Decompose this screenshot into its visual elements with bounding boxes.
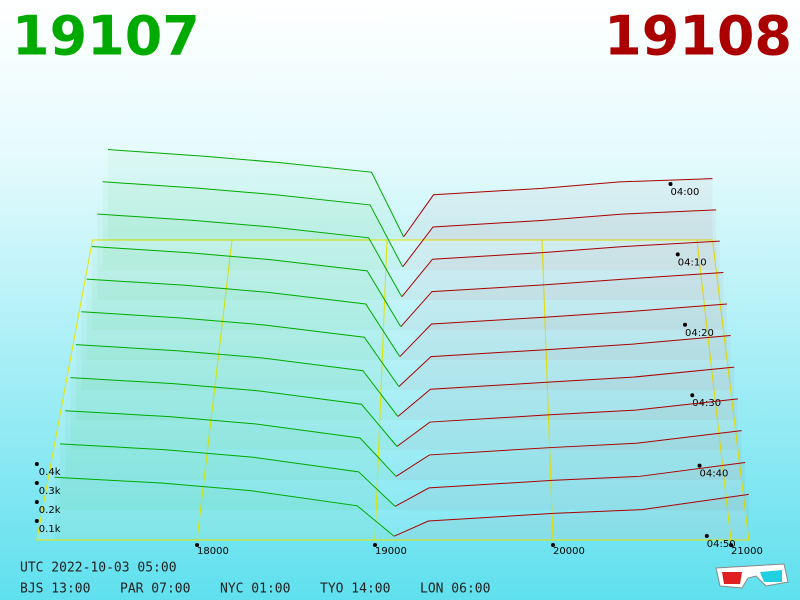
bid-depth-area xyxy=(65,410,396,480)
ask-depth-line xyxy=(395,430,742,477)
ask-depth-line xyxy=(399,303,728,357)
time-zones: BJS 13:00 PAR 07:00 NYC 01:00 TYO 14:00 LON … xyxy=(20,582,490,597)
price-tick xyxy=(551,543,555,547)
time-tick xyxy=(690,393,695,398)
y-tick-label: 0.4k xyxy=(39,467,61,478)
time-tick xyxy=(704,534,709,538)
ask-depth-area xyxy=(402,209,717,270)
bid-depth-line xyxy=(70,377,398,447)
ask-depth-line xyxy=(396,398,738,447)
x-tick-label: 20000 xyxy=(553,546,585,557)
price-tick xyxy=(195,543,199,547)
3d-glasses-icon xyxy=(715,563,789,589)
ask-price: 19108 xyxy=(604,5,792,68)
bid-depth-line xyxy=(97,213,403,297)
y-tick-label: 0.1k xyxy=(39,524,61,535)
time-tick xyxy=(668,182,673,186)
zone-time: LON 06:00 xyxy=(420,582,490,597)
bid-depth-area xyxy=(59,443,395,510)
ask-depth-area xyxy=(398,367,735,420)
bid-depth-line xyxy=(65,410,397,477)
bid-depth-area xyxy=(81,311,399,390)
price-grid-line xyxy=(696,239,732,541)
bid-depth-line xyxy=(81,311,400,387)
time-tick-label: 04:50 xyxy=(707,539,736,550)
zone-time: PAR 07:00 xyxy=(120,582,190,597)
price-grid-line xyxy=(541,239,554,541)
ask-depth-area xyxy=(396,430,742,480)
bid-depth-area xyxy=(75,344,398,420)
ask-depth-area xyxy=(398,335,731,390)
depth-tick xyxy=(34,481,39,485)
x-tick-label: 18000 xyxy=(197,546,229,557)
bid-depth-line xyxy=(86,278,401,357)
ask-depth-line xyxy=(394,493,749,537)
utc-time: UTC 2022-10-03 05:00 xyxy=(20,561,177,576)
bid-depth-area xyxy=(97,214,402,300)
price-grid-line xyxy=(374,239,388,541)
y-tick-label: 0.2k xyxy=(39,505,61,516)
bid-depth-area xyxy=(108,149,404,240)
ask-depth-line xyxy=(394,461,746,507)
time-tick-label: 04:00 xyxy=(671,187,700,198)
zone-time: NYC 01:00 xyxy=(220,582,290,597)
ask-depth-line xyxy=(401,240,720,297)
time-tick xyxy=(683,322,688,327)
price-tick xyxy=(373,543,377,547)
price-grid-line xyxy=(196,239,233,541)
ask-depth-line xyxy=(398,335,731,387)
time-tick-label: 04:10 xyxy=(678,257,707,268)
bid-depth-area xyxy=(91,246,401,330)
ask-depth-line xyxy=(402,209,717,268)
depth-tick xyxy=(34,519,39,523)
time-tick xyxy=(697,463,702,468)
time-tick-label: 04:20 xyxy=(685,328,714,339)
bid-depth-line xyxy=(75,344,399,417)
price-tick xyxy=(729,543,733,547)
ask-depth-area xyxy=(400,272,724,330)
x-tick-label: 21000 xyxy=(731,546,763,557)
ask-depth-area xyxy=(403,178,713,240)
ask-depth-line xyxy=(397,366,735,417)
bid-depth-area xyxy=(54,477,395,540)
bid-depth-line xyxy=(102,181,404,267)
bid-depth-area xyxy=(86,279,400,360)
bid-depth-line xyxy=(59,443,396,507)
plot: 18000 19000 20000 21000 0.1k 0.2k 0.3k 0.4k 04:0… xyxy=(34,149,763,557)
ask-depth-line xyxy=(403,178,713,238)
zone-time: BJS 13:00 xyxy=(20,582,90,597)
bid-depth-line xyxy=(91,246,402,327)
bid-depth-line xyxy=(107,149,405,237)
x-tick-label: 19000 xyxy=(375,546,407,557)
depth-tick xyxy=(34,500,39,504)
ask-depth-area xyxy=(399,303,728,360)
y-tick-label: 0.3k xyxy=(39,486,61,497)
ask-depth-line xyxy=(400,272,724,327)
zone-time: TYO 14:00 xyxy=(320,582,390,597)
ask-depth-area xyxy=(401,241,720,300)
time-tick xyxy=(675,252,680,257)
ask-depth-area xyxy=(394,494,749,540)
depth-tick xyxy=(34,462,39,466)
time-tick-label: 04:40 xyxy=(700,469,729,480)
time-tick-label: 04:30 xyxy=(692,398,721,409)
bid-price: 19107 xyxy=(12,5,200,68)
bid-depth-line xyxy=(54,476,395,537)
ask-depth-area xyxy=(397,398,738,450)
